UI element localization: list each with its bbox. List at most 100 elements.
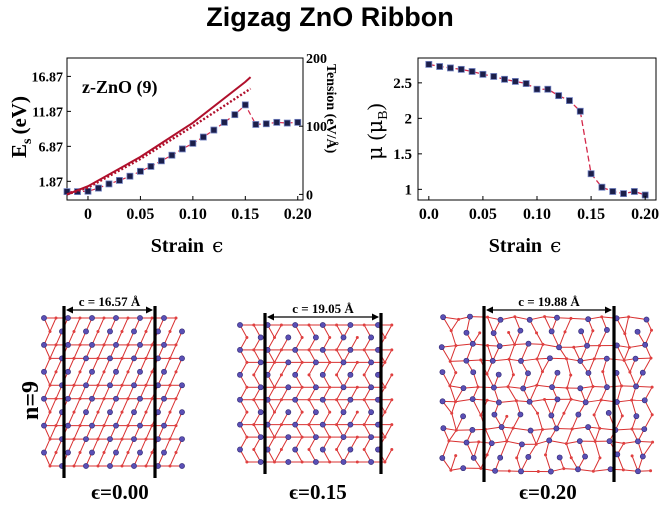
o-atom [120,437,124,441]
o-atom [78,370,82,374]
o-atom [569,316,573,320]
zn-atom [347,322,354,328]
o-atom [449,468,453,472]
bond [384,349,393,363]
zn-atom [548,412,555,419]
zn-atom [491,411,498,418]
o-atom [168,329,172,333]
bond [145,371,153,386]
zn-atom [237,371,243,378]
arrow-head-left [66,306,73,314]
bond [274,449,282,463]
bond [594,441,601,459]
o-atom [54,370,58,374]
zn-atom [526,398,533,405]
zn-atom [83,328,89,335]
o-atom [628,370,632,374]
bond [145,425,153,440]
bond [536,332,544,345]
o-atom [514,399,518,403]
bond [592,457,601,472]
zn-atom [492,467,498,474]
o-atom [355,410,359,414]
zn-atom [470,454,477,461]
o-atom [273,410,276,414]
o-atom [485,453,489,457]
o-atom [120,329,124,333]
bond [551,331,560,348]
o-atom [279,423,283,427]
o-atom [72,410,76,414]
zn-atom [312,434,319,440]
chart2-point [447,64,454,72]
o-atom [144,356,148,360]
o-atom [383,410,387,414]
zn-atom [585,316,592,323]
zn-atom [237,421,243,428]
bond [97,344,105,359]
zn-atom [585,370,592,376]
o-atom [174,343,178,347]
zn-atom [641,426,648,433]
o-atom [307,373,311,377]
zn-atom [556,454,563,461]
zn-atom [463,439,470,446]
zn-atom [319,322,326,328]
o-atom [630,427,634,431]
zn-atom [161,342,167,348]
o-atom [168,410,172,414]
zn-atom [633,383,639,390]
bond [624,316,630,334]
o-atom [565,357,569,361]
zn-atom [137,395,143,402]
zn-atom [319,421,326,428]
bond [169,371,177,386]
bond [145,317,153,332]
chart2-xtick-label: 0.20 [631,206,659,223]
o-atom [279,448,283,452]
o-atom [454,454,458,458]
zn-atom [292,347,299,353]
o-atom [252,373,256,377]
zn-atom [131,355,137,362]
o-atom [507,331,511,335]
o-atom [307,398,311,402]
zn-atom [547,355,553,362]
structure-panel: c = 19.88 Å ϵ=0.20 [438,294,655,504]
o-atom [650,385,654,389]
bond [499,441,508,458]
o-atom [505,414,509,418]
chart1-point [273,118,281,126]
zn-atom [525,370,531,377]
o-atom [245,410,249,414]
o-atom [48,383,52,387]
chart1-ytick-label: 6.87 [39,140,64,155]
zn-atom [585,424,592,430]
o-atom [562,467,566,471]
zn-atom [113,368,119,375]
chart1-point [116,177,123,184]
o-atom [328,360,332,364]
o-atom [600,315,604,319]
zn-atom [312,384,319,391]
zn-atom [469,396,476,403]
o-atom [328,385,332,389]
o-atom [454,371,458,375]
zn-atom [113,395,119,402]
bond [451,413,457,431]
bond [449,345,457,362]
o-atom [96,464,100,468]
chart1-point [241,101,249,109]
o-atom [592,413,596,417]
zn-atom [131,463,137,469]
cell-length-label: c = 16.57 Å [79,294,141,309]
structure-bonds [441,316,653,473]
zn-atom [340,409,347,416]
bond [73,344,81,359]
o-atom [96,383,100,387]
chart1-point [210,126,218,134]
zn-atom [488,440,495,447]
zn-atom [113,342,119,348]
bond [616,318,626,334]
o-atom [362,323,366,327]
